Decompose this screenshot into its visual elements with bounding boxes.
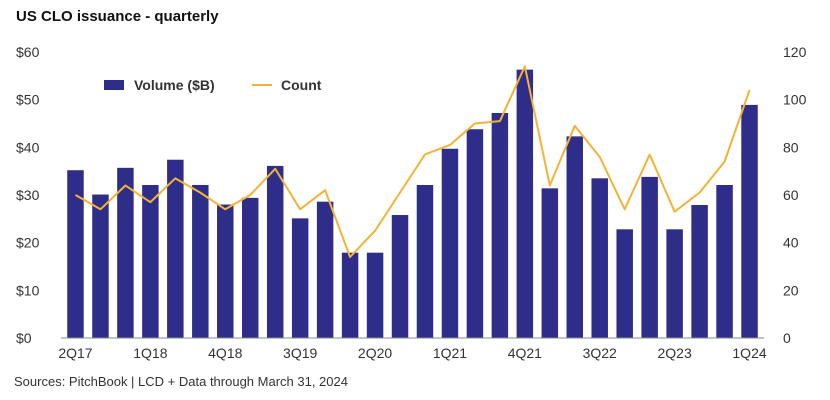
bar-volume: [491, 113, 509, 338]
bar-volume: [291, 218, 309, 338]
legend-swatch-volume: [104, 80, 124, 90]
y-right-tick-label: 120: [783, 44, 807, 60]
bar-volume: [241, 197, 259, 338]
y-right-tick-label: 100: [783, 92, 807, 108]
bar-volume: [316, 201, 334, 338]
chart-title: US CLO issuance - quarterly: [16, 8, 219, 25]
bar-volume: [192, 184, 209, 338]
bar-volume: [741, 104, 758, 338]
bar-volume: [92, 194, 109, 338]
x-tick-label: 2Q23: [658, 345, 692, 361]
bar-volume: [641, 176, 658, 338]
y-right-tick-label: 0: [783, 330, 791, 346]
bar-volume: [591, 178, 608, 338]
bar-volume: [266, 165, 284, 338]
y-right-tick-label: 80: [783, 139, 799, 155]
bar-volume: [391, 215, 409, 338]
x-tick-label: 1Q21: [433, 345, 467, 361]
y-left-tick-label: $40: [16, 139, 40, 155]
bar-volume: [691, 205, 708, 338]
y-right-tick-label: 60: [783, 187, 799, 203]
x-tick-label: 2Q17: [58, 345, 92, 361]
bar-volume: [117, 167, 134, 338]
x-tick-label: 3Q22: [583, 345, 617, 361]
x-tick-label: 2Q20: [358, 345, 392, 361]
bar-volume: [716, 184, 733, 338]
y-left-tick-label: $0: [16, 330, 32, 346]
bar-volume: [441, 148, 459, 338]
bar-volume: [616, 229, 633, 338]
y-left-tick-label: $30: [16, 187, 40, 203]
bar-volume: [67, 170, 84, 338]
y-left-tick-label: $20: [16, 235, 40, 251]
legend-label-volume: Volume ($B): [134, 77, 215, 93]
bar-volume: [142, 184, 159, 338]
bar-volume: [516, 69, 534, 338]
bar-volume: [566, 136, 584, 338]
chart-source: Sources: PitchBook | LCD + Data through …: [14, 374, 348, 389]
bar-volume: [217, 204, 234, 338]
y-right-tick-label: 40: [783, 235, 799, 251]
bar-volume: [167, 159, 184, 338]
x-tick-label: 1Q24: [732, 345, 766, 361]
bar-volume: [341, 252, 359, 338]
bar-volume: [416, 184, 434, 338]
line-count: [74, 65, 751, 258]
bar-volume: [366, 252, 384, 338]
x-tick-label: 4Q21: [508, 345, 542, 361]
y-left-tick-label: $50: [16, 92, 40, 108]
x-tick-label: 3Q19: [283, 345, 317, 361]
y-right-tick-label: 20: [783, 282, 799, 298]
x-tick-label: 1Q18: [133, 345, 167, 361]
y-left-tick-label: $10: [16, 282, 40, 298]
y-left-tick-label: $60: [16, 44, 40, 60]
bar-volume: [666, 229, 683, 338]
bar-volume: [541, 188, 559, 338]
x-tick-label: 4Q18: [208, 345, 242, 361]
legend-label-count: Count: [281, 77, 322, 93]
bar-volume: [466, 129, 484, 338]
